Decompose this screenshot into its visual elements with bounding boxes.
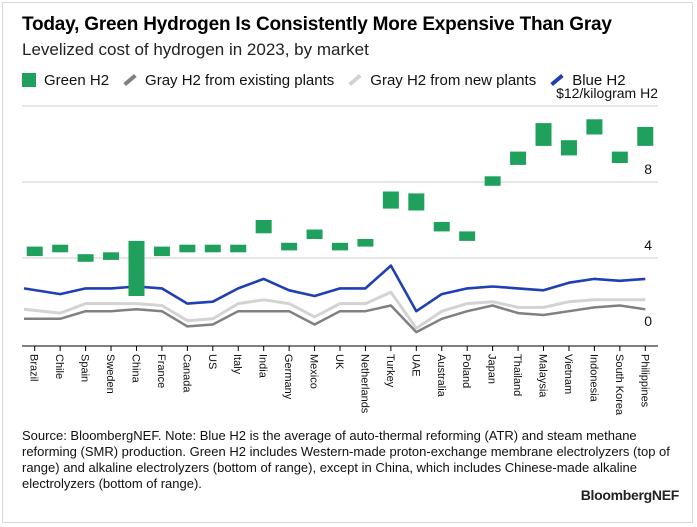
green-h2-bar — [357, 239, 374, 247]
x-tick-label: India — [257, 354, 269, 379]
chart-title: Today, Green Hydrogen Is Consistently Mo… — [22, 14, 612, 35]
green-h2-bar — [433, 221, 450, 232]
x-tick-label: France — [155, 354, 167, 388]
source-note: Source: BloombergNEF. Note: Blue H2 is t… — [22, 428, 670, 491]
green-h2-bar — [637, 126, 654, 146]
x-tick-label: Brazil — [28, 354, 40, 382]
green-h2-bar — [510, 151, 527, 165]
legend-item-gray-new: Gray H2 from new plants — [348, 72, 536, 89]
green-h2-bar — [77, 254, 94, 262]
y-tick-label: 0 — [644, 313, 652, 329]
gray-new-line — [23, 290, 646, 330]
x-tick-label: Netherlands — [358, 354, 370, 414]
legend-label-blue: Blue H2 — [572, 71, 626, 89]
green-h2-bar — [306, 229, 323, 239]
green-h2-bar — [332, 242, 348, 251]
green-h2-bar — [230, 244, 247, 253]
green-h2-bar — [26, 246, 43, 257]
green-h2-bar — [255, 220, 272, 234]
x-tick-label: Vietnam — [562, 354, 574, 394]
green-h2-bar — [484, 176, 501, 186]
chart-subtitle: Levelized cost of hydrogen in 2023, by m… — [22, 40, 369, 59]
x-tick-label: South Korea — [613, 354, 625, 416]
x-tick-label: Poland — [460, 354, 472, 388]
x-tick-label: US — [206, 354, 218, 369]
x-tick-label: Chile — [53, 354, 65, 379]
legend-label-gray-existing: Gray H2 from existing plants — [145, 71, 335, 89]
x-tick-label: Japan — [486, 354, 498, 384]
green-h2-bar — [459, 231, 476, 241]
legend-item-green: Green H2 — [22, 72, 109, 89]
green-h2-bar — [586, 119, 603, 135]
green-h2-bar — [408, 193, 425, 211]
brand-logo: BloombergNEF — [580, 487, 680, 503]
x-tick-label: Malaysia — [537, 354, 549, 398]
x-tick-label: Indonesia — [587, 354, 599, 403]
green-h2-bar — [204, 244, 221, 253]
x-tick-label: Canada — [180, 354, 192, 393]
green-h2-bar — [103, 252, 120, 260]
green-h2-bar — [611, 151, 628, 163]
x-tick-label: Sweden — [104, 354, 116, 394]
legend-item-gray-existing: Gray H2 from existing plants — [123, 72, 334, 89]
x-tick-label: Germany — [282, 354, 294, 400]
x-tick-label: UK — [333, 354, 345, 370]
green-h2-bar — [128, 240, 145, 296]
gray-existing-line — [24, 304, 646, 334]
x-tick-label: UAE — [409, 354, 421, 377]
x-tick-label: Mexico — [308, 354, 320, 389]
green-h2-bar — [535, 123, 552, 146]
green-h2-bar — [179, 244, 196, 253]
green-h2-bar — [153, 246, 170, 257]
x-tick-label: Philippines — [638, 354, 650, 408]
legend-label-green: Green H2 — [44, 71, 110, 89]
green-h2-bar — [52, 244, 69, 253]
legend-label-gray-new: Gray H2 from new plants — [370, 71, 537, 89]
green-h2-bar — [281, 242, 298, 251]
y-tick-label: 8 — [644, 161, 652, 177]
y-tick-label: 4 — [644, 237, 652, 253]
green-h2-bar — [560, 140, 577, 156]
legend-swatch-green — [22, 73, 36, 87]
x-tick-label: Italy — [231, 354, 243, 375]
chart-plot: $12/kilogram H2 8 4 0 Brazil Chile Spain Sweden… — [22, 85, 658, 416]
x-tick-label: Australia — [435, 354, 447, 398]
y-tick-label: $12/kilogram H2 — [556, 85, 658, 101]
legend: Green H2 Gray H2 from existing plants Gr… — [22, 70, 640, 90]
x-tick-label: Spain — [79, 354, 91, 382]
x-tick-label: China — [129, 354, 141, 384]
x-tick-label: Turkey — [384, 354, 396, 388]
green-h2-bar — [382, 191, 399, 209]
x-tick-label: Thailand — [511, 354, 523, 396]
legend-item-blue: Blue H2 — [550, 71, 626, 89]
